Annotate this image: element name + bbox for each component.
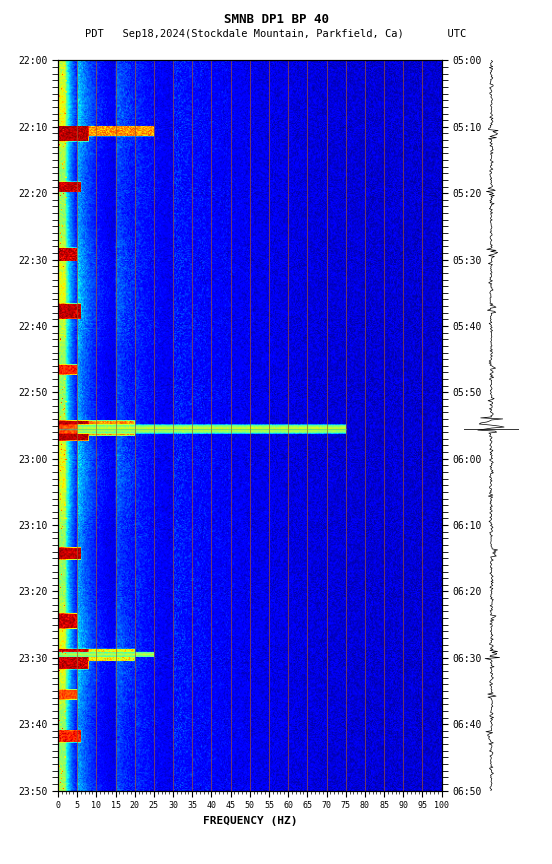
X-axis label: FREQUENCY (HZ): FREQUENCY (HZ) xyxy=(203,816,297,825)
Text: PDT   Sep18,2024(Stockdale Mountain, Parkfield, Ca)       UTC: PDT Sep18,2024(Stockdale Mountain, Parkf… xyxy=(86,29,466,39)
Text: SMNB DP1 BP 40: SMNB DP1 BP 40 xyxy=(224,13,328,26)
